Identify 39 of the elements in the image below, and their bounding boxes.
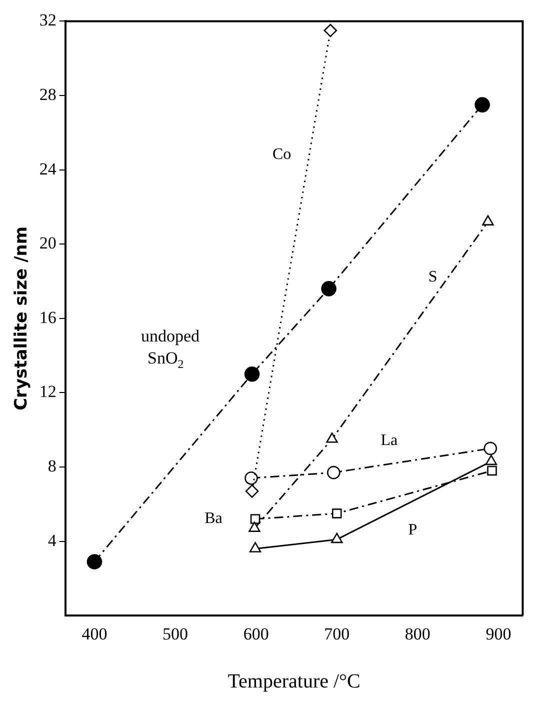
- x-tick-label: 500: [162, 624, 188, 644]
- series-label: P: [408, 521, 418, 538]
- y-tick-label: 32: [39, 10, 56, 30]
- series-label: S: [428, 268, 438, 286]
- point: [324, 24, 338, 38]
- x-tick-label: 900: [486, 624, 512, 644]
- point: [487, 466, 497, 476]
- series-label: Ba: [204, 510, 222, 528]
- y-tick-label: 4: [48, 530, 57, 550]
- y-tick-label: 24: [39, 159, 57, 178]
- point: [245, 484, 259, 498]
- point: [332, 508, 342, 518]
- x-axis-title: Temperature /°C: [228, 670, 360, 692]
- point: [86, 554, 102, 570]
- point: [485, 454, 498, 466]
- point: [326, 466, 340, 480]
- point: [474, 97, 490, 112]
- x-tick-label: 600: [243, 624, 269, 644]
- x-tick-label: 400: [82, 624, 108, 644]
- point: [482, 215, 494, 226]
- point: [250, 514, 260, 524]
- series-label: Co: [272, 146, 292, 164]
- point: [484, 442, 498, 456]
- x-tick-label: 800: [404, 624, 430, 644]
- point: [244, 471, 258, 485]
- point: [326, 432, 338, 443]
- y-tick-label: 12: [39, 382, 56, 402]
- series-label: La: [380, 432, 398, 450]
- y-tick-label: 8: [48, 456, 56, 476]
- point: [244, 366, 260, 382]
- point: [248, 522, 260, 532]
- point: [331, 532, 343, 544]
- y-tick-label: 20: [39, 234, 56, 253]
- x-tick-label: 700: [324, 624, 350, 644]
- y-tick-label: 16: [39, 308, 56, 327]
- y-tick-label: 28: [39, 84, 56, 104]
- point: [321, 281, 336, 296]
- point: [249, 542, 262, 552]
- y-axis-title: Crystallite size /nm: [12, 226, 32, 410]
